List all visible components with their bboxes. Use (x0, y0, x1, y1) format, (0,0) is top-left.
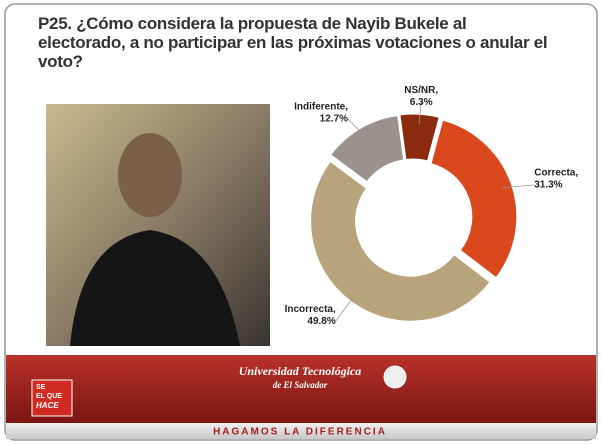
leader-line (501, 184, 535, 189)
footer-strip (6, 423, 596, 439)
slice (399, 113, 440, 162)
slice-value: 6.3% (410, 97, 433, 108)
university: Universidad Tecnológica (239, 364, 362, 378)
badge-text: HACE (36, 401, 59, 410)
badge-text: EL QUE (36, 393, 62, 400)
slogan: HAGAMOS LA DIFERENCIA (213, 427, 387, 438)
slice-value: 12.7% (320, 114, 348, 125)
leader-line (335, 292, 357, 322)
slice-value: 49.8% (307, 316, 335, 327)
slice (430, 119, 518, 279)
leader-line (347, 118, 366, 138)
leader-line (418, 102, 422, 125)
slice-label: Indiferente, (294, 102, 348, 113)
slice (310, 160, 491, 322)
slice-label: Correcta, (534, 167, 578, 178)
university-sub: de El Salvador (273, 380, 328, 390)
badge-text: SE (36, 384, 46, 391)
slice-label: NS/NR, (404, 85, 438, 96)
badge (31, 379, 73, 417)
seal (383, 365, 407, 389)
photo-face (118, 133, 182, 217)
slice-value: 31.3% (534, 179, 562, 190)
slice-label: Incorrecta, (285, 304, 336, 315)
chart-title: P25. ¿Cómo considera la propuesta de Nay… (38, 14, 548, 71)
photo-body (70, 230, 240, 346)
slice (330, 114, 405, 183)
footer-band (6, 355, 596, 423)
